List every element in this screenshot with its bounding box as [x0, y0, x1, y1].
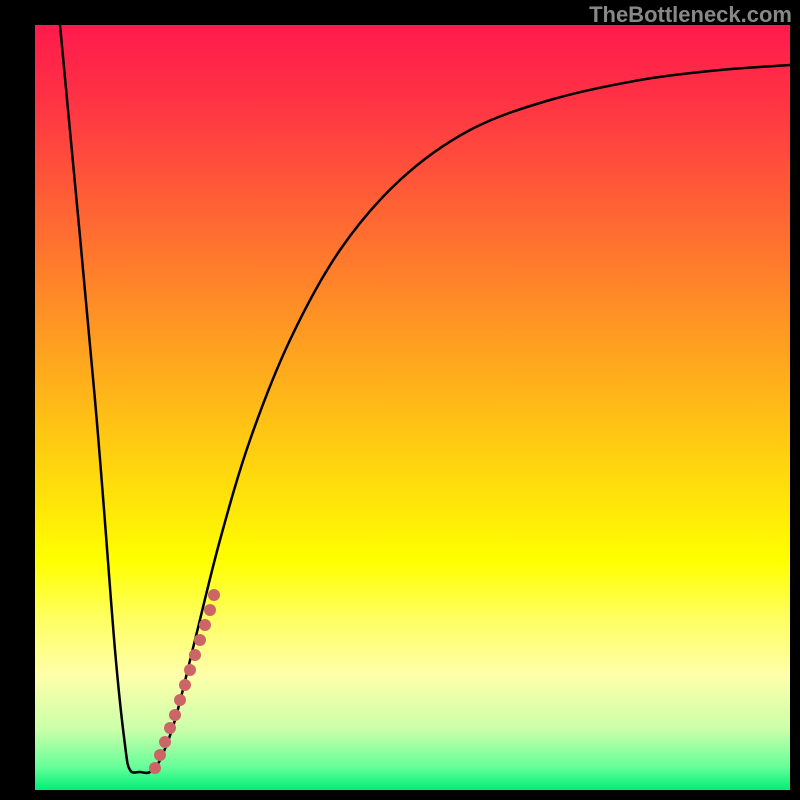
- data-dot: [208, 589, 220, 601]
- data-dot: [174, 694, 186, 706]
- bottleneck-chart: [0, 0, 800, 800]
- data-dot: [199, 619, 211, 631]
- data-dot: [189, 649, 201, 661]
- data-dot: [169, 709, 181, 721]
- watermark-text: TheBottleneck.com: [589, 2, 792, 28]
- data-dot: [179, 679, 191, 691]
- gradient-background: [35, 25, 790, 790]
- data-dot: [159, 736, 171, 748]
- data-dot: [204, 604, 216, 616]
- data-dot: [194, 634, 206, 646]
- data-dot: [164, 722, 176, 734]
- data-dot: [154, 749, 166, 761]
- chart-container: TheBottleneck.com: [0, 0, 800, 800]
- data-dot: [149, 762, 161, 774]
- data-dot: [184, 664, 196, 676]
